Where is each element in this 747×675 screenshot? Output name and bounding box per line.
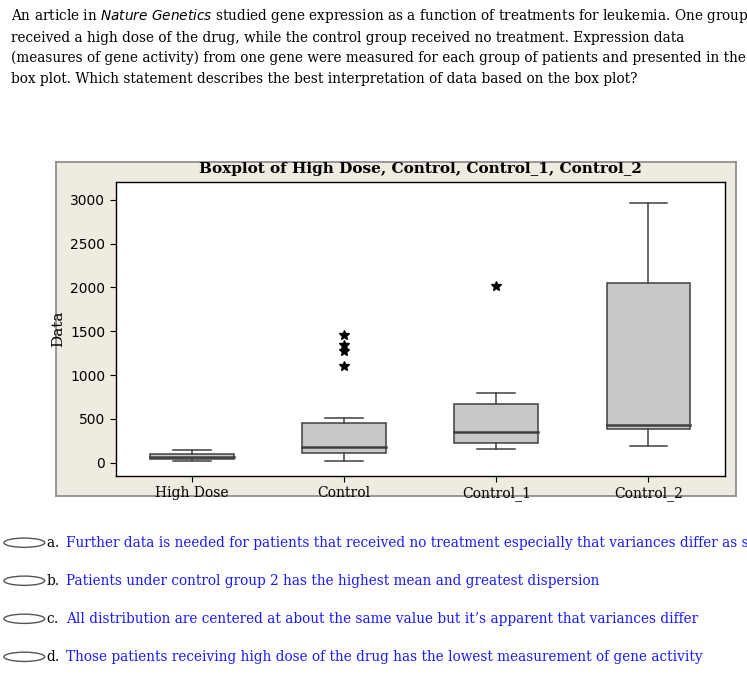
Text: $\mathregular{d}$.: $\mathregular{d}$. [46, 649, 60, 664]
Bar [303, 423, 386, 453]
Y-axis label: Data: Data [51, 311, 65, 347]
Text: An article in $\it{Nature\ Genetics}$ studied gene expression as a function of t: An article in $\it{Nature\ Genetics}$ st… [11, 7, 747, 86]
Bar [454, 404, 538, 443]
Bar [150, 454, 234, 459]
Text: $\mathregular{b}$.: $\mathregular{b}$. [46, 573, 60, 588]
Bar [607, 283, 690, 429]
Text: $\mathregular{c}$.: $\mathregular{c}$. [46, 612, 59, 626]
Text: Further data is needed for patients that received no treatment especially that v: Further data is needed for patients that… [66, 536, 747, 549]
Text: $\mathregular{a}$.: $\mathregular{a}$. [46, 536, 59, 549]
Title: Boxplot of High Dose, Control, Control_1, Control_2: Boxplot of High Dose, Control, Control_1… [199, 161, 642, 176]
Text: Those patients receiving high dose of the drug has the lowest measurement of gen: Those patients receiving high dose of th… [66, 650, 702, 664]
Text: All distribution are centered at about the same value but it’s apparent that var: All distribution are centered at about t… [66, 612, 698, 626]
Text: Patients under control group 2 has the highest mean and greatest dispersion: Patients under control group 2 has the h… [66, 574, 599, 588]
